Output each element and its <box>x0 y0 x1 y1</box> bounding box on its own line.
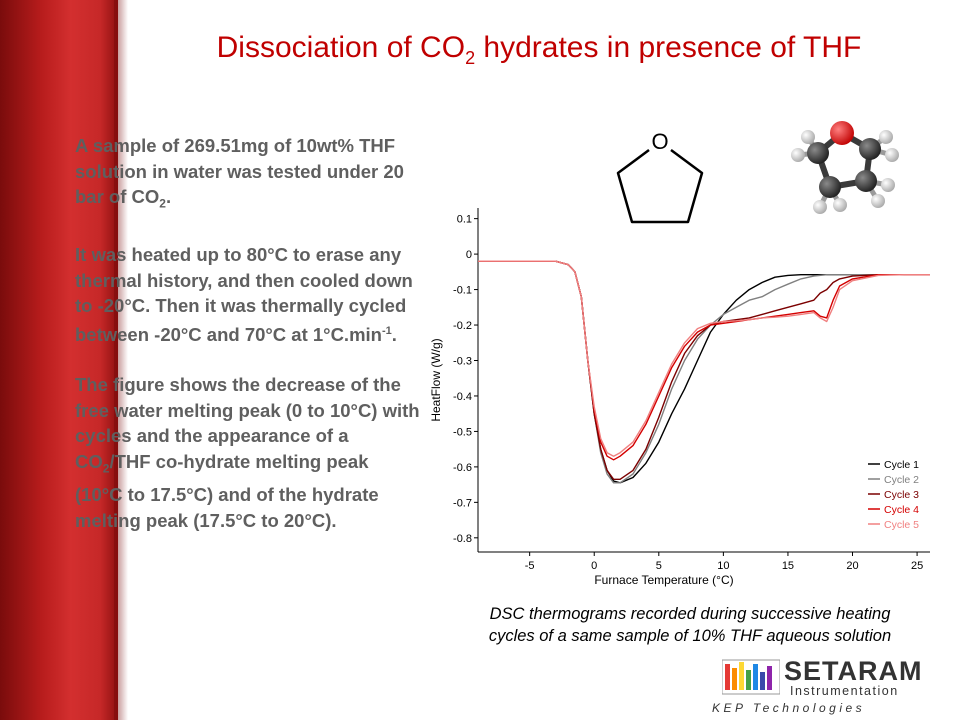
x-tick-label: 0 <box>591 560 597 572</box>
paragraph-sample: A sample of 269.51mg of 10wt% THF soluti… <box>75 135 404 211</box>
slide-body-text: A sample of 269.51mg of 10wt% THF soluti… <box>75 133 420 558</box>
dsc-thermogram-chart: 0.1 0 -0.1 -0.2 -0.3 -0.4 -0.5 -0.6 -0.7 -0.8 -5 0 5… <box>429 208 930 587</box>
y-tick-label: -0.5 <box>453 426 472 438</box>
title-subscript: 2 <box>465 48 476 68</box>
logo-wordmark: SETARAM <box>784 656 923 686</box>
y-tick-label: -0.4 <box>453 391 472 403</box>
y-tick-label: 0.1 <box>457 214 472 226</box>
series-line-cycle-2 <box>478 260 930 484</box>
y-tick-label: -0.3 <box>453 355 472 367</box>
x-tick-label: 10 <box>717 560 729 572</box>
paragraph-findings: The figure shows the decrease of the fre… <box>75 374 420 531</box>
x-tick-label: -5 <box>525 560 535 572</box>
series-line-cycle-1 <box>478 260 930 484</box>
legend-label-cycle-1: Cycle 1 <box>884 459 919 471</box>
series-line-cycle-3 <box>478 260 930 480</box>
thf-skeletal-structure: O <box>616 129 704 224</box>
series-line-cycle-4 <box>478 260 930 461</box>
x-tick-label: 25 <box>911 560 923 572</box>
x-tick-label: 5 <box>656 560 662 572</box>
y-tick-label: -0.2 <box>453 320 472 332</box>
y-tick-label: -0.7 <box>453 497 472 509</box>
legend-label-cycle-5: Cycle 5 <box>884 519 919 531</box>
title-text: Dissociation of CO <box>216 31 466 64</box>
logo-subtitle: Instrumentation <box>790 684 899 698</box>
y-tick-label: -0.6 <box>453 462 472 474</box>
paragraph-procedure: It was heated up to 80°C to erase any th… <box>75 244 413 345</box>
legend-label-cycle-4: Cycle 4 <box>884 504 919 516</box>
y-tick-label: -0.8 <box>453 533 472 545</box>
figure-caption: DSC thermograms recorded during successi… <box>440 603 940 647</box>
x-tick-label: 20 <box>846 560 858 572</box>
slide-title: Dissociation of CO2 hydrates in presence… <box>118 28 960 78</box>
caption-line-1: DSC thermograms recorded during successi… <box>489 605 891 623</box>
y-axis-label: HeatFlow (W/g) <box>429 338 443 421</box>
thf-ball-stick-model <box>791 121 899 214</box>
setaram-logo: SETARAM Instrumentation KEP Technologies <box>712 656 938 720</box>
logo-kep-technologies: KEP Technologies <box>712 701 866 715</box>
series-line-cycle-5 <box>478 260 930 457</box>
caption-line-2: cycles of a same sample of 10% THF aqueo… <box>488 627 892 645</box>
slide-sidebar-band <box>0 0 128 720</box>
x-tick-label: 15 <box>782 560 794 572</box>
legend-label-cycle-3: Cycle 3 <box>884 489 919 501</box>
y-tick-label: 0 <box>466 249 472 261</box>
title-text-end: hydrates in presence of THF <box>475 31 862 64</box>
setaram-logo-mark-icon <box>722 659 780 695</box>
y-tick-label: -0.1 <box>453 285 472 297</box>
legend-label-cycle-2: Cycle 2 <box>884 474 919 486</box>
x-axis-label: Furnace Temperature (°C) <box>594 573 733 587</box>
oxygen-atom-label: O <box>651 129 668 154</box>
